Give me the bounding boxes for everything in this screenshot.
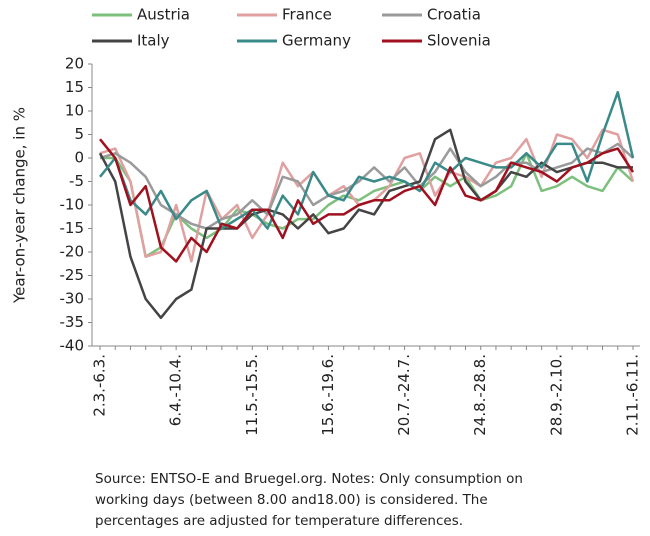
y-tick-label: -10 bbox=[60, 196, 85, 214]
x-tick-label: 24.8.-28.8. bbox=[471, 354, 489, 436]
note-line: percentages are adjusted for temperature… bbox=[95, 513, 463, 529]
y-tick-label: -30 bbox=[60, 290, 85, 308]
legend-label: Croatia bbox=[427, 6, 481, 24]
x-tick-label: 11.5.-15.5. bbox=[243, 354, 261, 436]
y-axis-label: Year-on-year change, in % bbox=[11, 107, 29, 304]
legend-label: Germany bbox=[282, 32, 351, 50]
series-line bbox=[99, 142, 634, 230]
x-tick-label: 6.4.-10.4. bbox=[167, 354, 185, 426]
y-tick-label: 0 bbox=[74, 149, 84, 167]
x-tick-label: 28.9.-2.10. bbox=[547, 354, 565, 436]
legend-label: Slovenia bbox=[427, 32, 491, 50]
y-tick-label: -40 bbox=[60, 337, 85, 355]
legend-label: Italy bbox=[137, 32, 170, 50]
note-line: Source: ENTSO-E and Bruegel.org. Notes: … bbox=[95, 471, 523, 487]
series-line bbox=[100, 152, 634, 258]
x-tick-label: 15.6.-19.6. bbox=[319, 354, 337, 436]
x-tick-label: 20.7.-24.7. bbox=[395, 354, 413, 436]
y-tick-label: -25 bbox=[60, 266, 85, 284]
x-tick-label: 2.3.-6.3. bbox=[91, 354, 109, 417]
y-tick-label: -5 bbox=[69, 172, 84, 190]
legend-label: Austria bbox=[137, 6, 190, 24]
note-line: working days (between 8.00 and18.00) is … bbox=[95, 492, 488, 508]
legend-label: France bbox=[282, 6, 332, 24]
series-line bbox=[99, 138, 635, 263]
y-tick-label: -20 bbox=[60, 243, 85, 261]
y-tick-label: -35 bbox=[60, 313, 85, 331]
x-tick-label: 2.11.-6.11. bbox=[624, 354, 642, 436]
series-line bbox=[99, 90, 635, 230]
y-tick-label: 15 bbox=[65, 78, 84, 96]
y-tick-label: 5 bbox=[74, 125, 84, 143]
y-tick-label: 10 bbox=[65, 102, 84, 120]
y-tick-label: -15 bbox=[60, 219, 85, 237]
y-tick-label: 20 bbox=[65, 55, 84, 73]
